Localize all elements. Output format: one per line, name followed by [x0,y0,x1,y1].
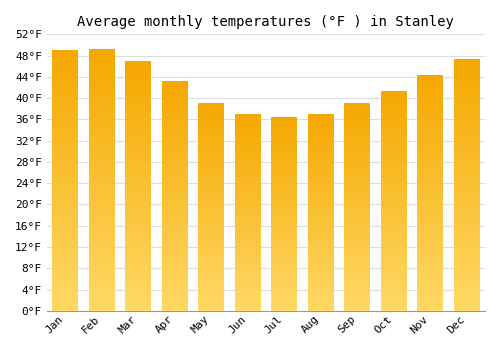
Title: Average monthly temperatures (°F ) in Stanley: Average monthly temperatures (°F ) in St… [78,15,454,29]
